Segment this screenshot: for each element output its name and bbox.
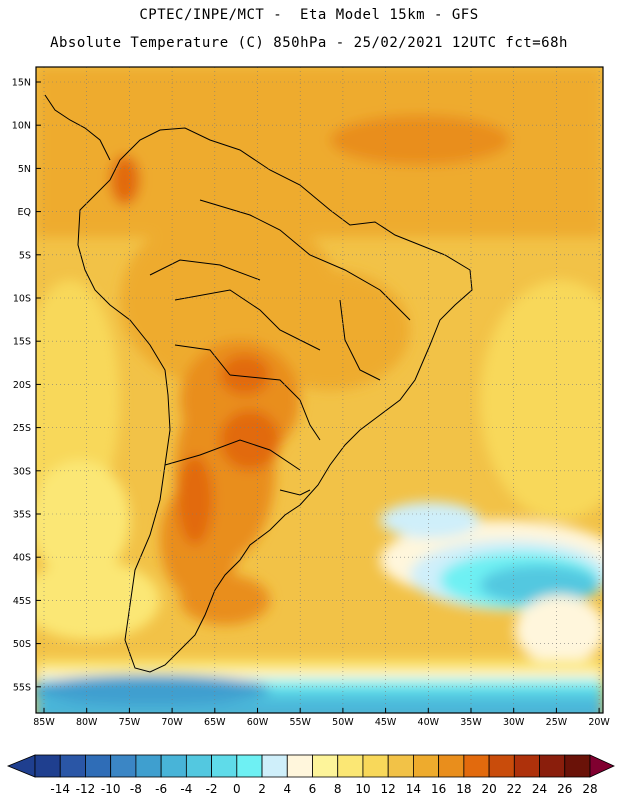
lat-tick-label: 55S <box>13 682 31 693</box>
plot-frame <box>35 66 604 714</box>
colorbar-label: 12 <box>381 782 396 796</box>
colorbar-label: 24 <box>532 782 547 796</box>
lon-tick-label: 30W <box>503 717 525 728</box>
map-subtitle: Absolute Temperature (C) 850hPa - 25/02/… <box>50 35 568 51</box>
colorbar-label: 20 <box>481 782 496 796</box>
lat-tick-label: 10S <box>13 294 31 305</box>
colorbar-swatch <box>185 754 212 778</box>
colorbar-swatch <box>362 754 389 778</box>
colorbar-label: 18 <box>456 782 471 796</box>
colorbar-swatch <box>261 754 288 778</box>
lon-tick-label: 20W <box>588 717 610 728</box>
lat-tick-label: 30S <box>13 466 31 477</box>
lon-tick-label: 55W <box>289 717 311 728</box>
lat-tick-label: 5S <box>19 250 31 261</box>
lat-tick-label: EQ <box>18 207 31 218</box>
lon-tick-label: 70W <box>161 717 183 728</box>
colorbar-label: -12 <box>76 782 96 796</box>
colorbar-swatch <box>34 754 61 778</box>
lon-tick-label: 25W <box>546 717 568 728</box>
colorbar-label: 26 <box>557 782 572 796</box>
lon-tick-label: 75W <box>119 717 141 728</box>
colorbar-label: -10 <box>101 782 121 796</box>
colorbar-swatch <box>236 754 263 778</box>
colorbar-swatch <box>413 754 440 778</box>
lon-tick-label: 45W <box>375 717 397 728</box>
colorbar-label: 22 <box>507 782 522 796</box>
lat-tick-label: 35S <box>13 510 31 521</box>
colorbar-swatch <box>564 754 591 778</box>
colorbar-label: 8 <box>334 782 342 796</box>
colorbar-label: 10 <box>355 782 370 796</box>
lat-tick-label: 25S <box>13 423 31 434</box>
colorbar-swatch <box>160 754 187 778</box>
colorbar-left-triangle <box>6 754 36 778</box>
colorbar-label: 6 <box>309 782 317 796</box>
colorbar-right-triangle <box>589 754 615 778</box>
colorbar-swatch <box>85 754 112 778</box>
coastlines <box>44 94 473 673</box>
colorbar-swatch <box>337 754 364 778</box>
lon-tick-label: 85W <box>33 717 55 728</box>
lat-tick-label: 5N <box>18 164 31 175</box>
lon-tick-label: 50W <box>332 717 354 728</box>
colorbar-swatch <box>488 754 515 778</box>
colorbar-label: 14 <box>406 782 421 796</box>
lat-tick-label: 10N <box>12 121 31 132</box>
lon-tick-label: 35W <box>460 717 482 728</box>
lat-tick-label: 15S <box>13 337 31 348</box>
colorbar-label: 28 <box>582 782 597 796</box>
latitude-labels: 15N 10N 5N EQ 5S 10S 15S 20S 25S 30S 35S 40S 45S 50S 5… <box>12 78 41 693</box>
colorbar: -14 -12 -10 -8 -6 -4 -2 0 2 4 6 8 10 12 14 16 18 20 22 24 26… <box>6 754 615 796</box>
lat-tick-label: 15N <box>12 78 31 89</box>
colorbar-swatch <box>539 754 566 778</box>
colorbar-swatch <box>59 754 86 778</box>
colorbar-swatch <box>387 754 414 778</box>
colorbar-label: -4 <box>180 782 192 796</box>
colorbar-label: -2 <box>206 782 218 796</box>
colorbar-swatch <box>312 754 339 778</box>
lat-tick-label: 20S <box>13 380 31 391</box>
colorbar-swatch <box>135 754 162 778</box>
colorbar-swatch <box>110 754 137 778</box>
graticule <box>36 67 603 713</box>
colorbar-swatch <box>513 754 540 778</box>
lon-tick-label: 40W <box>418 717 440 728</box>
colorbar-label: 4 <box>283 782 291 796</box>
lon-tick-label: 65W <box>204 717 226 728</box>
lon-tick-label: 60W <box>247 717 269 728</box>
colorbar-swatch <box>438 754 465 778</box>
colorbar-label: 2 <box>258 782 266 796</box>
map-title: CPTEC/INPE/MCT - Eta Model 15km - GFS <box>139 7 479 23</box>
lat-tick-label: 45S <box>13 596 31 607</box>
colorbar-label: -14 <box>50 782 70 796</box>
temperature-field <box>36 67 603 713</box>
colorbar-label: -8 <box>130 782 142 796</box>
colorbar-label: -6 <box>155 782 167 796</box>
longitude-labels: 85W 80W 75W 70W 65W 60W 55W 50W 45W 40W 35W 30W 25W 2… <box>33 708 610 728</box>
colorbar-swatch <box>286 754 313 778</box>
colorbar-swatch <box>463 754 490 778</box>
colorbar-swatch <box>211 754 238 778</box>
lon-tick-label: 80W <box>76 717 98 728</box>
lat-tick-label: 40S <box>13 553 31 564</box>
lat-tick-label: 50S <box>13 639 31 650</box>
colorbar-label: 16 <box>431 782 446 796</box>
colorbar-label: 0 <box>233 782 241 796</box>
